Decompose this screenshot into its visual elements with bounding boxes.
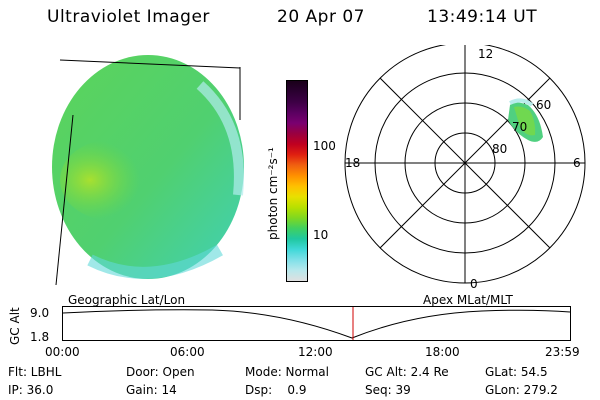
altitude-plot (62, 306, 571, 341)
auroral-patch-core (514, 106, 536, 136)
polar-plot: 12 18 6 0 60 70 80 (344, 45, 586, 290)
colorbar-unit-label: photon cm⁻²s⁻¹ (266, 147, 280, 240)
lower-cyan-band (87, 244, 223, 279)
info-gain: Gain: 14 (126, 383, 177, 397)
mlt-label-12: 12 (478, 47, 493, 61)
colorbar-tick-100: 100 (313, 139, 336, 153)
altitude-plot-frame (62, 306, 571, 341)
date-label: 20 Apr 07 (277, 7, 365, 27)
limb-haze (196, 81, 244, 196)
boundary-line-top (59, 59, 241, 69)
info-mode: Mode: Normal (245, 365, 329, 379)
bright-region (60, 140, 160, 220)
uv-image-geographic (52, 55, 244, 286)
info-seq: Seq: 39 (365, 383, 411, 397)
time-label: 13:49:14 UT (427, 7, 538, 27)
info-gcalt: GC Alt: 2.4 Re (365, 365, 449, 379)
altitude-xtick-1800: 18:00 (425, 345, 460, 359)
mlt-label-0: 0 (470, 277, 478, 290)
info-dsp: Dsp: 0.9 (245, 383, 307, 397)
info-ip: IP: 36.0 (8, 383, 54, 397)
info-flt: Flt: LBHL (8, 365, 62, 379)
lat-label-60: 60 (536, 98, 551, 112)
colorbar (286, 80, 308, 282)
info-door: Door: Open (126, 365, 195, 379)
lat-label-70: 70 (512, 120, 527, 134)
mlt-label-18: 18 (345, 156, 360, 170)
altitude-xtick-0600: 06:00 (170, 345, 205, 359)
auroral-patch-edge (509, 98, 534, 107)
boundary-line-left (55, 114, 74, 286)
altitude-ytick-1-8: 1.8 (30, 330, 50, 344)
info-glon: GLon: 279.2 (485, 383, 558, 397)
mlt-label-6: 6 (573, 156, 581, 170)
altitude-xtick-1200: 12:00 (298, 345, 333, 359)
altitude-ylabel: GC Alt (8, 307, 22, 345)
altitude-ytick-9: 9.0 (30, 306, 50, 320)
altitude-xtick-0000: 00:00 (45, 345, 80, 359)
colorbar-tick-10: 10 (313, 228, 329, 242)
instrument-title: Ultraviolet Imager (47, 7, 210, 27)
altitude-xtick-2359: 23:59 (545, 345, 580, 359)
altitude-curve (62, 309, 571, 339)
info-glat: GLat: 54.5 (485, 365, 548, 379)
geographic-label: Geographic Lat/Lon (68, 293, 186, 307)
apex-label: Apex MLat/MLT (423, 293, 513, 307)
lat-label-80: 80 (492, 142, 507, 156)
